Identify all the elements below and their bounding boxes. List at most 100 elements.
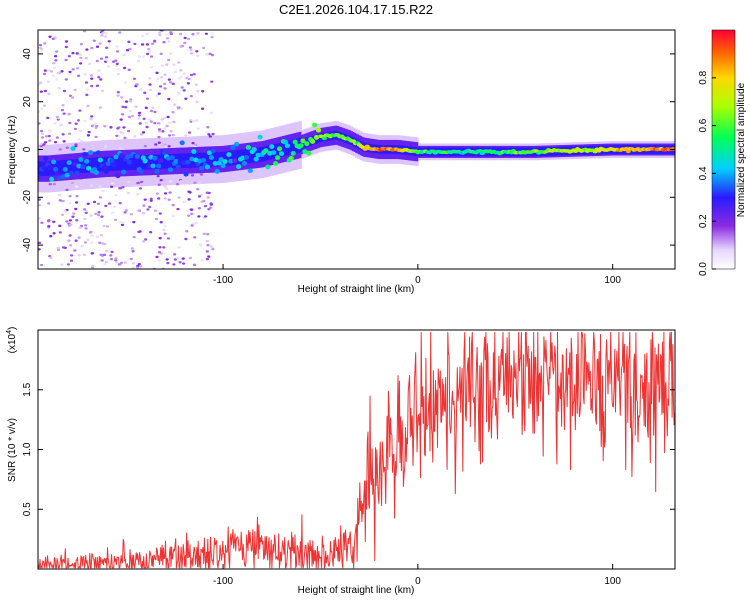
spectrogram-noise-cell bbox=[210, 35, 214, 39]
spectrogram-noise-cell bbox=[140, 34, 145, 38]
spectrogram-noise-cell bbox=[192, 72, 196, 76]
spectrogram-ridge-cell bbox=[84, 158, 90, 164]
spectrogram-noise-cell bbox=[52, 182, 56, 186]
spectrogram-noise-cell bbox=[179, 179, 183, 183]
spectrogram-noise-cell bbox=[38, 110, 41, 113]
spectrogram-inner-cell bbox=[94, 157, 98, 172]
spectrogram-ridge-cell bbox=[105, 161, 111, 167]
spectrogram-noise-cell bbox=[173, 258, 177, 261]
spectrogram-noise-cell bbox=[104, 56, 109, 59]
spectrogram-inner-cell bbox=[216, 152, 219, 167]
spectrogram-noise-cell bbox=[57, 193, 62, 197]
spectrogram-noise-cell bbox=[67, 132, 72, 135]
spectrogram-noise-cell bbox=[62, 246, 66, 249]
spectrogram-ridge-cell bbox=[82, 151, 88, 157]
spectrogram-ridge-cell bbox=[87, 150, 94, 156]
spectrogram-noise-cell bbox=[38, 46, 42, 49]
spectrogram-noise-cell bbox=[137, 117, 141, 120]
colorbar-tick-label: 0.2 bbox=[698, 214, 709, 228]
spectrogram-noise-cell bbox=[167, 78, 171, 81]
spectrogram-noise-cell bbox=[42, 72, 47, 76]
spectrogram-noise-cell bbox=[111, 60, 116, 63]
spectrogram-noise-cell bbox=[171, 82, 175, 86]
spectrogram-noise-cell bbox=[98, 196, 103, 199]
spectrogram-noise-cell bbox=[189, 118, 193, 122]
spectrogram-noise-cell bbox=[162, 40, 166, 44]
spectrogram-noise-cell bbox=[187, 214, 191, 217]
spectrogram-noise-cell bbox=[207, 207, 211, 211]
spectrogram-noise-cell bbox=[91, 264, 95, 268]
spectrogram-noise-cell bbox=[185, 230, 189, 233]
spectrogram-noise-cell bbox=[190, 212, 194, 216]
spectrogram-noise-cell bbox=[196, 54, 200, 57]
spectrogram-noise-cell bbox=[180, 86, 184, 89]
spectrogram-noise-cell bbox=[85, 93, 89, 97]
spectrogram-noise-cell bbox=[77, 236, 81, 239]
spectrogram-inner-cell bbox=[118, 156, 121, 171]
spectrogram-inner-cell bbox=[71, 159, 74, 174]
spectrogram-noise-cell bbox=[47, 226, 51, 230]
spectrogram-noise-cell bbox=[39, 81, 43, 84]
spectrogram-noise-cell bbox=[52, 66, 57, 70]
spectrogram-noise-cell bbox=[203, 204, 207, 208]
spectrogram-noise-cell bbox=[104, 260, 108, 264]
spectrogram-noise-cell bbox=[110, 211, 115, 214]
spectrogram-ridge-cell bbox=[228, 158, 234, 164]
spectrogram-noise-cell bbox=[89, 184, 94, 187]
spectrogram-noise-cell bbox=[68, 201, 72, 205]
spectrogram-noise-cell bbox=[157, 128, 162, 131]
spectrogram-noise-cell bbox=[179, 75, 183, 79]
spectrogram-noise-cell bbox=[148, 83, 152, 86]
spectrogram-ridge-cell bbox=[206, 150, 213, 156]
spectrogram-noise-cell bbox=[135, 266, 139, 269]
spectrogram-noise-cell bbox=[189, 52, 194, 55]
spectrogram-noise-cell bbox=[202, 232, 206, 236]
snr-x-label: Height of straight line (km) bbox=[298, 585, 415, 596]
spectrogram-noise-cell bbox=[67, 112, 71, 116]
spectrogram-inner-cell bbox=[157, 154, 160, 169]
spectrogram-noise-cell bbox=[101, 31, 105, 35]
spectrogram-noise-cell bbox=[47, 202, 51, 205]
snr-y-ticks: 0.5 1.0 1.5 bbox=[22, 382, 675, 516]
spectrogram-noise-cell bbox=[124, 106, 128, 109]
spectrogram-ridge-cell bbox=[255, 152, 261, 158]
spectrogram-ridge-cell bbox=[245, 145, 251, 150]
spectrogram-noise-cell bbox=[195, 119, 199, 122]
spectrogram-ridge-cell bbox=[158, 158, 164, 164]
spectrogram-ridge-cell bbox=[204, 164, 211, 170]
spectrogram-noise-cell bbox=[141, 55, 145, 58]
spectrogram-noise-cell bbox=[173, 103, 177, 106]
spectrogram-noise-cell bbox=[109, 254, 113, 257]
spectrogram-noise-cell bbox=[39, 129, 44, 133]
spectrogram-noise-cell bbox=[143, 198, 147, 201]
spectrogram-noise-cell bbox=[118, 201, 122, 205]
spectrogram-inner-cell bbox=[74, 159, 78, 174]
spectrogram-noise-cell bbox=[163, 126, 167, 130]
spectrogram-noise-cell bbox=[109, 125, 113, 129]
spectrogram-noise-cell bbox=[131, 266, 135, 269]
spectrogram-noise-cell bbox=[95, 45, 100, 48]
spectrogram-noise-cell bbox=[148, 77, 152, 80]
spectrogram-inner-cell bbox=[85, 158, 88, 173]
spectrogram-noise-cell bbox=[136, 59, 141, 63]
spectrogram-marks bbox=[38, 30, 675, 269]
spectrogram-noise-cell bbox=[190, 174, 195, 177]
spectrogram-noise-cell bbox=[143, 91, 147, 95]
spectrogram-noise-cell bbox=[89, 74, 94, 77]
spectrogram-noise-cell bbox=[82, 30, 87, 33]
spectrogram-noise-cell bbox=[94, 135, 98, 139]
spectrogram-noise-cell bbox=[182, 89, 186, 92]
spectrogram-inner-cell bbox=[230, 150, 233, 166]
spectrogram-noise-cell bbox=[74, 239, 78, 242]
spectrogram-noise-cell bbox=[51, 74, 55, 77]
spectrogram-noise-cell bbox=[39, 143, 43, 146]
spectrogram-noise-cell bbox=[206, 232, 210, 236]
spectrogram-ridge-cell bbox=[70, 146, 76, 151]
spectrogram-noise-cell bbox=[124, 209, 129, 212]
spectrogram-ridge-cell bbox=[200, 157, 207, 163]
spectrogram-noise-cell bbox=[205, 257, 209, 261]
spectrogram-noise-cell bbox=[115, 45, 119, 48]
spectrogram-ridge-cell bbox=[134, 154, 140, 159]
spectrogram-noise-cell bbox=[140, 180, 144, 184]
spectrogram-ridge-cell bbox=[103, 168, 109, 174]
